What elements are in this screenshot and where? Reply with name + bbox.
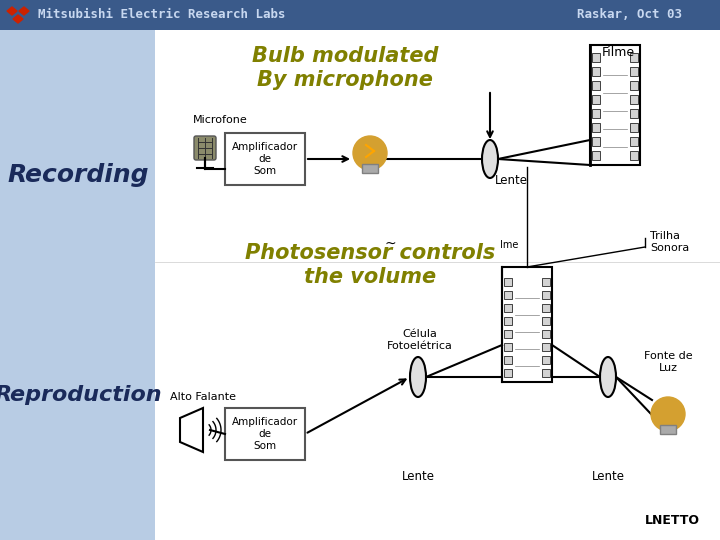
Bar: [660, 425, 676, 434]
Text: Microfone: Microfone: [193, 115, 248, 125]
Text: Amplificador
de
Som: Amplificador de Som: [232, 143, 298, 176]
FancyBboxPatch shape: [194, 136, 216, 160]
Bar: [504, 356, 512, 364]
Bar: [630, 95, 638, 104]
Ellipse shape: [600, 357, 616, 397]
Text: Alto Falante: Alto Falante: [170, 392, 236, 402]
Polygon shape: [7, 7, 17, 15]
Bar: [590, 45, 640, 165]
Text: Raskar, Oct 03: Raskar, Oct 03: [577, 9, 682, 22]
Text: Lente: Lente: [592, 470, 624, 483]
Bar: [592, 137, 600, 146]
Bar: [362, 164, 378, 173]
Bar: [225, 408, 305, 460]
Bar: [592, 109, 600, 118]
Bar: [630, 123, 638, 132]
Bar: [592, 53, 600, 62]
Ellipse shape: [410, 357, 426, 397]
Text: Amplificador
de
Som: Amplificador de Som: [232, 417, 298, 450]
Bar: [504, 317, 512, 325]
Bar: [504, 278, 512, 286]
Bar: [542, 278, 550, 286]
Bar: [592, 95, 600, 104]
Bar: [630, 151, 638, 160]
Circle shape: [651, 397, 685, 431]
Text: Bulb modulated
By microphone: Bulb modulated By microphone: [252, 45, 438, 90]
Text: Célula
Fotoelétrica: Célula Fotoelétrica: [387, 329, 453, 351]
Bar: [542, 317, 550, 325]
Text: Filme: Filme: [602, 45, 635, 58]
Bar: [630, 53, 638, 62]
Bar: [502, 267, 552, 382]
Bar: [630, 109, 638, 118]
Bar: [592, 81, 600, 90]
Text: Photosensor controls
the volume: Photosensor controls the volume: [245, 242, 495, 287]
Bar: [0, 0, 720, 30]
Bar: [542, 343, 550, 351]
Bar: [225, 133, 305, 185]
Bar: [155, 30, 720, 540]
Bar: [630, 67, 638, 76]
Text: Ime: Ime: [500, 240, 518, 250]
Text: ~: ~: [384, 237, 396, 251]
Text: LNETTO: LNETTO: [644, 514, 700, 526]
Text: Fonte de
Luz: Fonte de Luz: [644, 351, 693, 373]
Circle shape: [353, 136, 387, 170]
Bar: [504, 291, 512, 299]
Bar: [504, 343, 512, 351]
Bar: [592, 67, 600, 76]
Text: Reproduction: Reproduction: [0, 385, 162, 405]
Bar: [542, 291, 550, 299]
Ellipse shape: [482, 140, 498, 178]
Bar: [542, 356, 550, 364]
Text: Trilha
Sonora: Trilha Sonora: [650, 231, 689, 253]
Bar: [504, 369, 512, 377]
Bar: [542, 369, 550, 377]
Bar: [630, 81, 638, 90]
Text: Lente: Lente: [495, 173, 528, 186]
Bar: [630, 137, 638, 146]
Polygon shape: [180, 408, 203, 452]
Bar: [592, 123, 600, 132]
Polygon shape: [13, 15, 23, 23]
Text: Lente: Lente: [402, 470, 434, 483]
Bar: [504, 330, 512, 338]
Bar: [592, 151, 600, 160]
Polygon shape: [19, 7, 29, 15]
Bar: [0, 30, 155, 540]
Text: Recording: Recording: [7, 163, 149, 187]
Bar: [542, 304, 550, 312]
Bar: [504, 304, 512, 312]
Bar: [542, 330, 550, 338]
Text: Mitsubishi Electric Research Labs: Mitsubishi Electric Research Labs: [38, 9, 286, 22]
